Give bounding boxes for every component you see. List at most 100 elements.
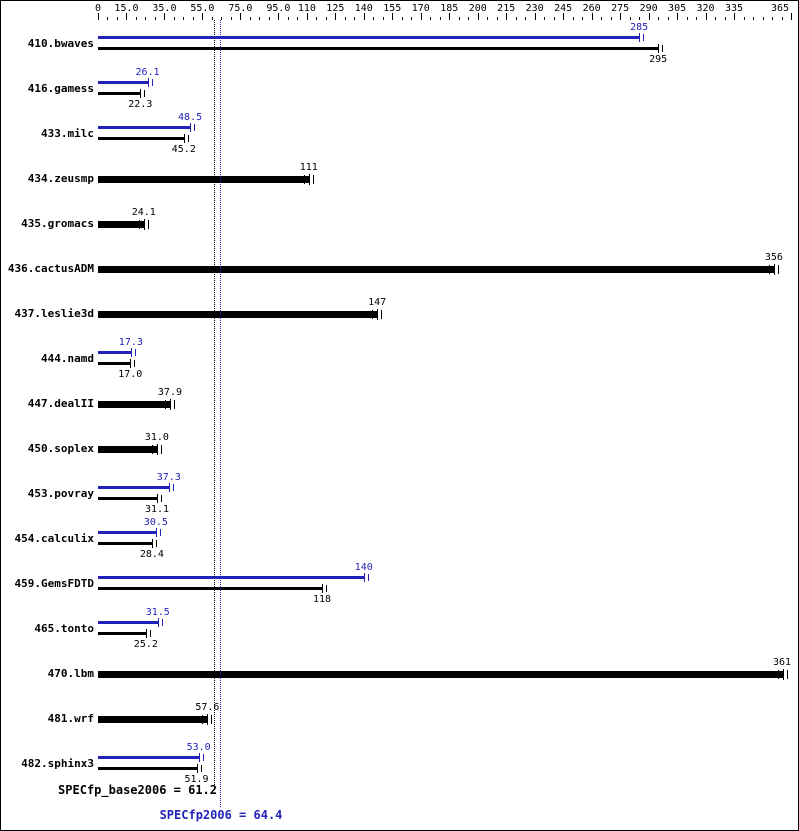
base-bar (98, 587, 323, 590)
peak-value-label: 285 (630, 22, 649, 33)
base-value-label: 361 (772, 657, 792, 668)
base-value-label: 24.1 (131, 207, 156, 218)
base-value-label: 25.2 (133, 639, 158, 650)
base-bar (98, 221, 144, 228)
benchmark-label: 481.wrf (47, 712, 94, 725)
specfp-peak-summary: SPECfp2006 = 64.4 (159, 808, 283, 822)
peak-value-label: 53.0 (186, 742, 211, 753)
axis-minor-tick (610, 17, 612, 20)
base-bar-endcap (783, 669, 785, 680)
base-bar-endcap (207, 714, 209, 725)
base-bar-endcap (130, 359, 132, 368)
base-value-label: 37.9 (157, 387, 182, 398)
axis-minor-tick (439, 17, 441, 20)
base-bar (98, 632, 146, 635)
base-run-mark (200, 765, 202, 772)
axis-major-tick (335, 13, 337, 20)
axis-minor-tick (154, 17, 156, 20)
axis-minor-tick (686, 17, 688, 20)
axis-major-tick (677, 13, 679, 20)
peak-bar (98, 486, 169, 489)
base-bar (98, 542, 152, 545)
peak-run-mark (202, 754, 204, 761)
axis-minor-tick (411, 17, 413, 20)
axis-tick-label: 125 (326, 3, 345, 14)
axis-major-tick (202, 13, 204, 20)
axis-major-tick (98, 13, 99, 20)
axis-minor-tick (354, 17, 356, 20)
base-bar (98, 362, 131, 365)
base-value-label: 111 (299, 162, 318, 173)
axis-minor-tick (373, 17, 375, 20)
base-bar (98, 176, 309, 183)
peak-bar (98, 621, 158, 624)
axis-major-tick (278, 13, 280, 20)
axis-tick-label: 95.0 (266, 3, 291, 14)
benchmark-label: 447.dealII (27, 397, 94, 410)
axis-minor-tick (297, 17, 299, 20)
axis-minor-tick (667, 17, 669, 20)
base-run-mark (138, 220, 140, 229)
axis-major-tick (449, 13, 451, 20)
axis-tick-label: 320 (696, 3, 715, 14)
axis-major-tick (591, 13, 593, 20)
axis-minor-tick (525, 17, 527, 20)
base-run-mark (768, 265, 770, 274)
axis-minor-tick (401, 17, 403, 20)
base-bar-endcap (183, 134, 185, 143)
peak-bar-endcap (363, 573, 365, 582)
base-bar (98, 767, 197, 770)
axis-major-tick (734, 13, 736, 20)
axis-major-tick (648, 13, 650, 20)
axis-tick-label: 305 (668, 3, 687, 14)
peak-value-label: 48.5 (178, 112, 203, 123)
base-bar (98, 401, 170, 408)
base-run-mark (187, 135, 189, 142)
peak-bar-endcap (155, 528, 157, 537)
axis-minor-tick (230, 17, 232, 20)
base-value-label: 22.3 (128, 99, 153, 110)
peak-run-mark (159, 529, 161, 536)
peak-bar-endcap (147, 78, 149, 87)
base-run-mark (164, 400, 166, 409)
axis-minor-tick (601, 17, 603, 20)
base-run-mark (173, 400, 175, 409)
base-value-label: 356 (764, 252, 783, 263)
base-value-label: 295 (649, 54, 668, 65)
peak-bar-endcap (130, 348, 132, 357)
axis-minor-tick (211, 17, 213, 20)
benchmark-label: 437.leslie3d (14, 307, 94, 320)
base-bar-endcap (156, 444, 158, 455)
axis-minor-tick (458, 17, 460, 20)
axis-major-tick (306, 13, 308, 20)
axis-major-tick (620, 13, 622, 20)
axis-minor-tick (715, 17, 717, 20)
axis-minor-tick (487, 17, 489, 20)
axis-minor-tick (183, 17, 185, 20)
axis-minor-tick (639, 17, 641, 20)
base-run-mark (202, 715, 204, 724)
base-value-label: 45.2 (171, 144, 196, 155)
axis-tick-label: 230 (525, 3, 544, 14)
peak-run-mark (367, 574, 369, 581)
base-run-mark (662, 45, 664, 52)
base-run-mark (211, 715, 213, 724)
axis-minor-tick (753, 17, 755, 20)
peak-bar (98, 36, 640, 39)
peak-run-mark (194, 124, 196, 131)
base-run-mark (372, 310, 374, 319)
axis-major-tick (240, 13, 242, 20)
peak-value-label: 26.1 (135, 67, 160, 78)
base-bar-endcap (196, 764, 198, 773)
axis-minor-tick (544, 17, 546, 20)
benchmark-label: 450.soplex (27, 442, 94, 455)
axis-tick-label: 335 (725, 3, 744, 14)
peak-bar-endcap (157, 618, 159, 627)
base-bar (98, 497, 158, 500)
axis-minor-tick (268, 17, 270, 20)
specfp-base-summary: SPECfp_base2006 = 61.2 (58, 783, 217, 797)
axis-tick-label: 55.0 (190, 3, 215, 14)
axis-tick-label: 245 (554, 3, 573, 14)
base-bar (98, 446, 157, 453)
